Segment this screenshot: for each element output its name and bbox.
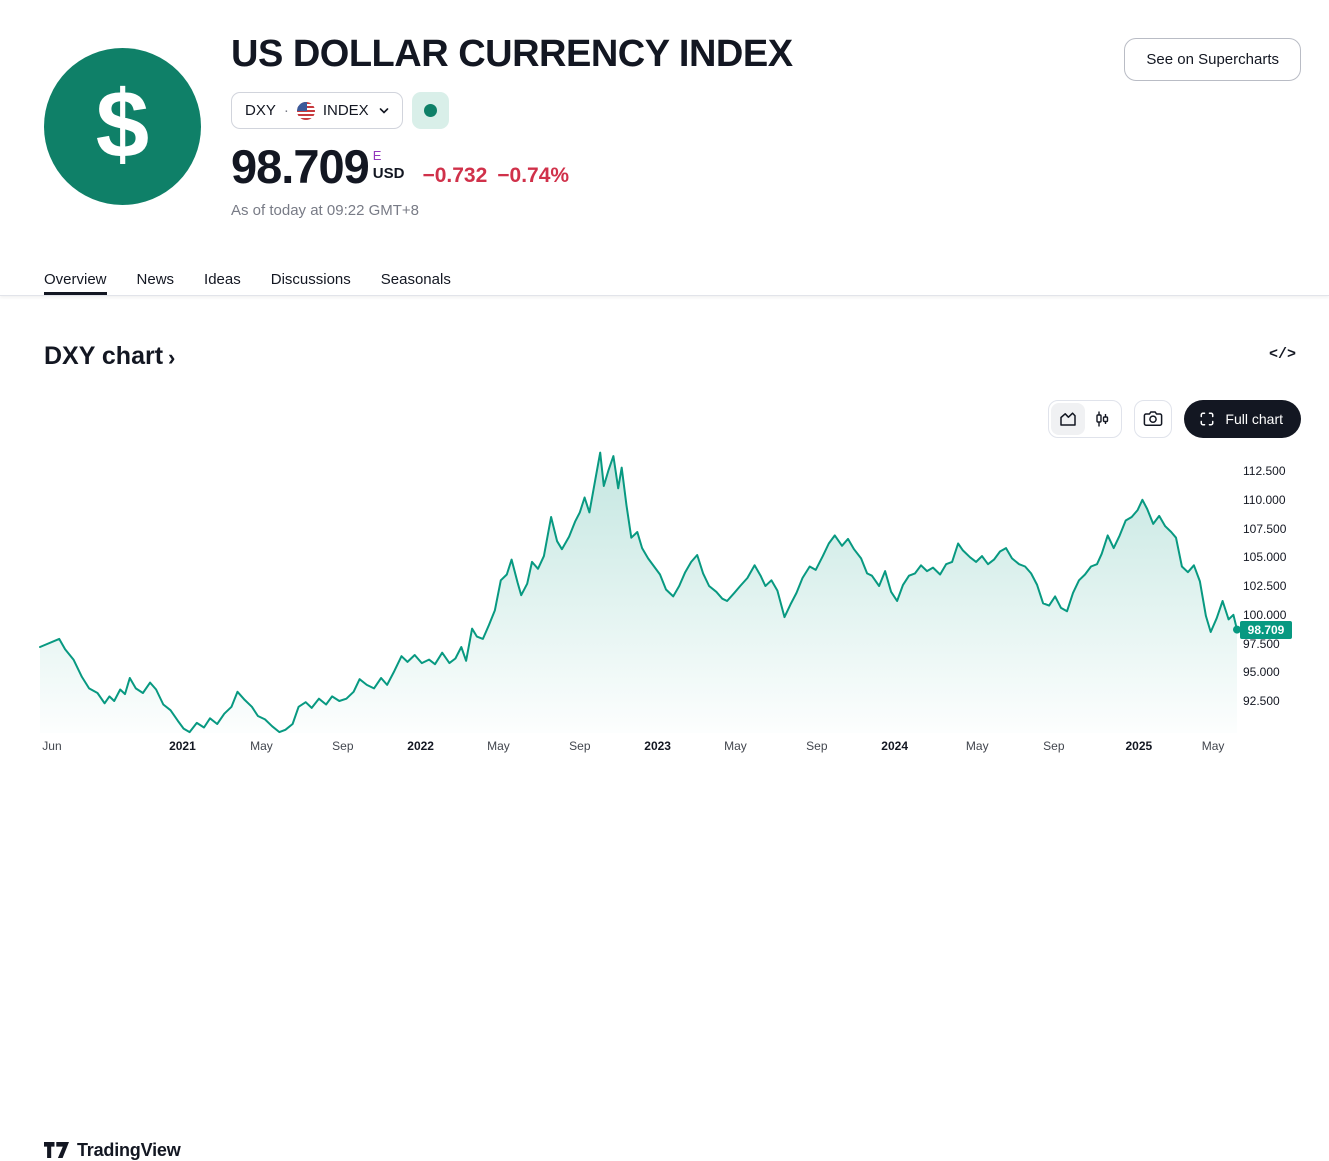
price-currency: USD [372,165,405,182]
symbol-market: INDEX [322,102,369,119]
last-price: 98.709 [231,140,370,193]
dollar-sign-icon: $ [95,70,150,178]
area-chart-style-button[interactable] [1051,403,1086,435]
candles-icon [1096,411,1109,427]
snapshot-button[interactable] [1134,400,1173,438]
x-axis-label: May [487,739,510,753]
chevron-down-icon [379,107,388,114]
y-axis-label: 92.500 [1243,694,1280,709]
page-title: US DOLLAR CURRENCY INDEX [231,33,793,75]
full-chart-button[interactable]: Full chart [1184,400,1301,438]
change-percent: −0.74% [497,164,570,187]
embed-code-button[interactable]: </> [1268,346,1296,363]
price-line [39,451,1238,734]
price-chart[interactable]: 112.500 110.000 107.500 105.000 102.500 100.0… [0,440,1329,1160]
symbol-ticker: DXY [245,102,276,119]
dxy-chart-heading-link[interactable]: DXY chart › [44,342,175,371]
tab-overview[interactable]: Overview [44,250,107,295]
symbol-row: DXY · INDEX [231,92,449,129]
y-axis-label: 97.500 [1243,636,1280,651]
symbol-separator: · [283,102,289,119]
chevron-right-icon: › [168,345,176,370]
x-axis-label: May [965,739,989,753]
x-axis-label: 2024 [881,739,908,753]
y-axis-label: 110.000 [1243,492,1286,507]
tab-discussions[interactable]: Discussions [271,250,351,295]
y-axis-label: 95.000 [1243,665,1280,680]
last-point-dot [1233,625,1241,634]
area-fill [40,452,1237,733]
chart-style-switcher [1048,400,1123,438]
x-axis-label: May [724,739,747,753]
market-status-button[interactable] [411,92,449,129]
y-axis-label: 100.000 [1243,607,1287,622]
price-timestamp: As of today at 09:22 GMT+8 [231,202,420,219]
y-axis-label: 107.500 [1243,521,1287,536]
y-axis-label: 102.500 [1243,579,1287,594]
fullscreen-icon [1200,412,1214,426]
tab-news[interactable]: News [137,250,175,295]
x-axis-label: Sep [569,739,591,753]
symbol-logo: $ [44,48,201,205]
x-axis-label: 2025 [1125,739,1153,753]
area-chart-icon [1060,412,1077,426]
tab-seasonals[interactable]: Seasonals [381,250,451,295]
tab-ideas[interactable]: Ideas [204,250,241,295]
area-chart-plot [39,451,1241,734]
x-axis-label: 2023 [644,739,671,753]
x-axis-label: Sep [1043,739,1065,753]
market-status-dot-icon [423,104,437,117]
x-axis-label: Jun [42,739,62,753]
section-title: DXY chart [44,342,164,370]
change-absolute: −0.732 [422,164,488,187]
x-axis-label: 2021 [169,739,196,753]
price-change: −0.732 −0.74% [422,140,569,188]
full-chart-label: Full chart [1225,411,1283,427]
tradingview-logo-icon [44,1142,69,1158]
us-flag-icon [296,101,315,120]
tradingview-watermark: TradingView [44,1140,181,1161]
x-axis-label: May [250,739,273,753]
tab-bar: Overview News Ideas Discussions Seasonal… [0,250,1329,296]
x-axis-label: May [1201,739,1225,753]
x-axis-label: Sep [332,739,354,753]
y-axis-label: 112.500 [1243,464,1286,479]
camera-icon [1144,411,1163,426]
candles-chart-style-button[interactable] [1085,403,1119,435]
x-axis-label: 2022 [407,739,434,753]
watermark-brand: TradingView [77,1140,181,1160]
price-unit: E USD [373,140,405,182]
chart-toolbar: Full chart [1048,400,1301,438]
see-on-supercharts-button[interactable]: See on Supercharts [1124,38,1301,81]
market-phase-flag: E [372,148,382,163]
y-axis-label: 105.000 [1243,550,1287,565]
symbol-dropdown[interactable]: DXY · INDEX [231,92,403,129]
last-price-axis-badge: 98.709 [1240,620,1292,639]
price-row: 98.709 E USD −0.732 −0.74% [231,140,569,194]
x-axis-label: Sep [806,739,828,753]
